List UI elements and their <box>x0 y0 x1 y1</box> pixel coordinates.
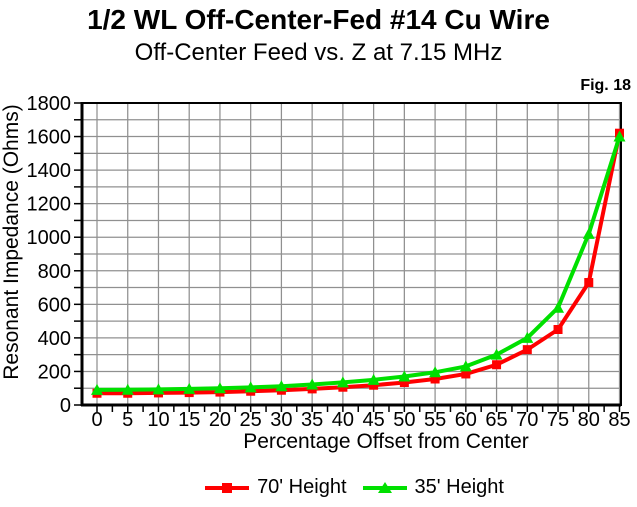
chart-subtitle: Off-Center Feed vs. Z at 7.15 MHz <box>134 39 503 66</box>
y-tick-label: 1200 <box>27 194 72 216</box>
x-tick-label: 25 <box>240 409 262 431</box>
marker-square <box>492 360 502 370</box>
y-tick-label: 200 <box>38 361 71 383</box>
x-tick-label: 55 <box>424 409 446 431</box>
x-tick-label: 50 <box>393 409 415 431</box>
x-tick-label: 70 <box>516 409 538 431</box>
legend-square-marker-icon <box>222 482 233 493</box>
marker-triangle <box>275 380 288 392</box>
data-series <box>91 128 626 398</box>
legend-swatch-70ft <box>205 481 250 495</box>
y-tick-label: 400 <box>38 328 71 350</box>
x-tick-label: 65 <box>485 409 507 431</box>
y-tick-label: 1600 <box>27 127 72 149</box>
y-tick-label: 1800 <box>27 93 72 115</box>
legend-label-35ft: 35' Height <box>414 476 504 498</box>
y-tick-label: 1000 <box>27 227 72 249</box>
marker-triangle <box>521 331 534 343</box>
marker-triangle <box>552 301 565 313</box>
marker-triangle <box>613 130 626 142</box>
y-tick-label: 1400 <box>27 160 72 182</box>
chart-legend: 70' Height 35' Height <box>72 476 637 499</box>
x-tick-label: 30 <box>270 409 292 431</box>
y-tick-label: 600 <box>38 294 71 316</box>
marker-triangle <box>91 383 103 395</box>
marker-square <box>369 380 379 390</box>
marker-square <box>553 325 563 334</box>
marker-triangle <box>398 370 411 382</box>
marker-square <box>399 378 409 388</box>
x-tick-label: 80 <box>578 409 600 431</box>
x-tick-label: 5 <box>122 409 133 431</box>
x-tick-label: 0 <box>91 409 102 431</box>
y-tick-label: 800 <box>38 261 71 283</box>
marker-square <box>430 374 440 384</box>
legend-item-35ft-height: 35' Height <box>362 476 504 499</box>
marker-square <box>584 278 594 288</box>
marker-triangle <box>121 383 134 395</box>
gridlines <box>82 103 621 405</box>
x-tick-label: 40 <box>332 409 354 431</box>
legend-label-70ft: 70' Height <box>257 476 347 498</box>
x-axis-title: Percentage Offset from Center <box>243 430 529 453</box>
marker-triangle <box>490 348 503 360</box>
legend-swatch-35ft <box>362 481 407 495</box>
marker-triangle <box>244 381 257 393</box>
chart-title: 1/2 WL Off-Center-Fed #14 Cu Wire <box>87 4 550 35</box>
marker-triangle <box>459 360 472 372</box>
marker-triangle <box>152 383 165 395</box>
marker-square <box>461 369 471 379</box>
x-tick-label: 20 <box>209 409 231 431</box>
x-tick-label: 15 <box>178 409 200 431</box>
marker-triangle <box>582 227 595 239</box>
figure-number-label: Fig. 18 <box>580 77 631 94</box>
legend-item-70ft-height: 70' Height <box>205 476 347 499</box>
marker-triangle <box>306 378 319 390</box>
y-tick-label: 0 <box>60 395 71 417</box>
x-tick-label: 45 <box>362 409 384 431</box>
marker-triangle <box>213 382 226 394</box>
x-tick-label: 10 <box>147 409 169 431</box>
y-axis-title: Resonant Impedance (Ohms) <box>0 104 23 379</box>
marker-square <box>522 345 532 355</box>
x-tick-label: 35 <box>301 409 323 431</box>
axis-tick-labels: 0 5 10 15 20 25 30 35 40 45 50 55 60 65 70 75 80 85020040… <box>27 93 631 431</box>
x-tick-label: 85 <box>608 409 630 431</box>
marker-triangle <box>336 376 349 388</box>
marker-triangle <box>429 366 442 378</box>
x-tick-label: 75 <box>547 409 569 431</box>
legend-triangle-marker-icon <box>377 481 392 493</box>
series-line-1 <box>95 134 622 392</box>
axis-ticks <box>74 102 621 412</box>
marker-triangle <box>183 382 196 394</box>
x-tick-label: 60 <box>455 409 477 431</box>
marker-triangle <box>367 373 380 385</box>
